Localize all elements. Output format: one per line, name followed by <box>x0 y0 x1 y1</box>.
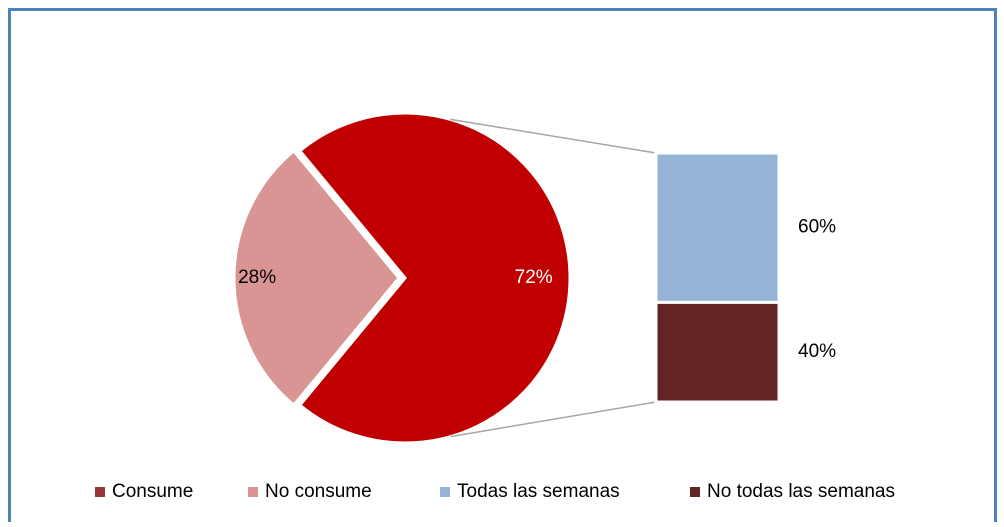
legend-swatch <box>440 487 450 497</box>
pie-slice <box>232 148 401 408</box>
legend-swatch <box>690 487 700 497</box>
data-label: 60% <box>798 217 836 238</box>
bar-segment <box>654 300 781 404</box>
connector-line <box>450 401 657 438</box>
data-label: 72% <box>515 267 553 288</box>
legend-swatch <box>248 487 258 497</box>
legend-label: No todas las semanas <box>707 481 895 502</box>
legend-label: Todas las semanas <box>457 481 620 502</box>
data-label: 28% <box>238 267 276 288</box>
legend-label: Consume <box>112 481 193 502</box>
legend-label: No consume <box>265 481 372 502</box>
bar-segment <box>654 151 781 304</box>
pie-slice <box>297 111 572 445</box>
connector-line <box>450 118 657 154</box>
data-label: 40% <box>798 341 836 362</box>
legend-swatch <box>95 487 105 497</box>
